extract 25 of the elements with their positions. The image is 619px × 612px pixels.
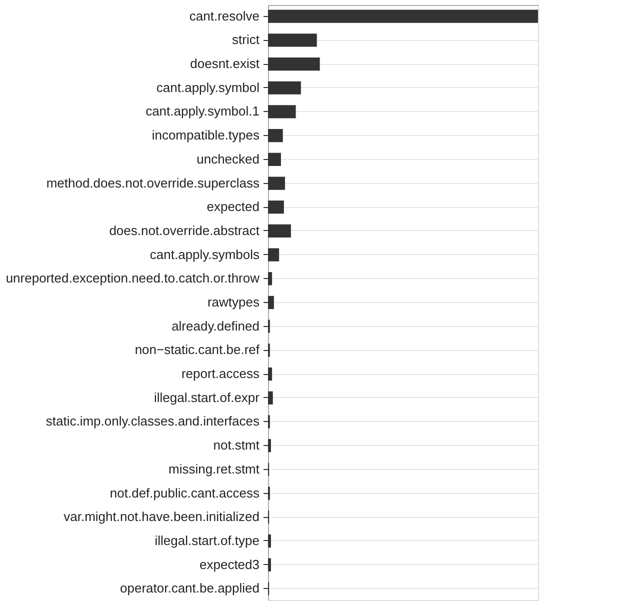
y-tick-label: static.imp.only.classes.and.interfaces — [46, 414, 260, 429]
y-tick-label: rawtypes — [207, 294, 260, 310]
y-tick-label: incompatible.types — [152, 128, 260, 143]
y-tick-label: already.defined — [172, 318, 260, 334]
y-tick-label: unreported.exception.need.to.catch.or.throw — [6, 270, 260, 286]
y-tick-label: report.access — [181, 366, 260, 382]
y-tick-label: cant.apply.symbols — [150, 246, 260, 262]
y-tick-label: cant.apply.symbol.1 — [146, 104, 260, 119]
y-tick-label: cant.resolve — [189, 8, 260, 24]
y-tick-label: non−static.cant.be.ref — [134, 342, 260, 358]
y-tick-label: unchecked — [196, 151, 260, 166]
y-tick-label: expected — [206, 199, 260, 214]
y-tick-label: does.not.override.abstract — [109, 222, 260, 238]
y-tick-label: method.does.not.override.superclass — [46, 175, 260, 190]
y-tick-label: strict — [232, 32, 260, 48]
y-tick-label: var.might.not.have.been.initialized — [64, 509, 260, 524]
y-tick-label: operator.cant.be.applied — [120, 580, 260, 596]
y-tick-label: missing.ret.stmt — [168, 461, 260, 476]
y-tick-label: not.stmt — [213, 438, 260, 453]
y-tick-label: illegal.start.of.expr — [154, 390, 260, 405]
y-tick-label: not.def.public.cant.access — [110, 485, 260, 500]
y-tick-label: expected3 — [200, 556, 260, 572]
y-tick-label: doesnt.exist — [190, 56, 260, 72]
y-tick-label: illegal.start.of.type — [154, 532, 260, 548]
y-tick-label: cant.apply.symbol — [156, 80, 260, 95]
